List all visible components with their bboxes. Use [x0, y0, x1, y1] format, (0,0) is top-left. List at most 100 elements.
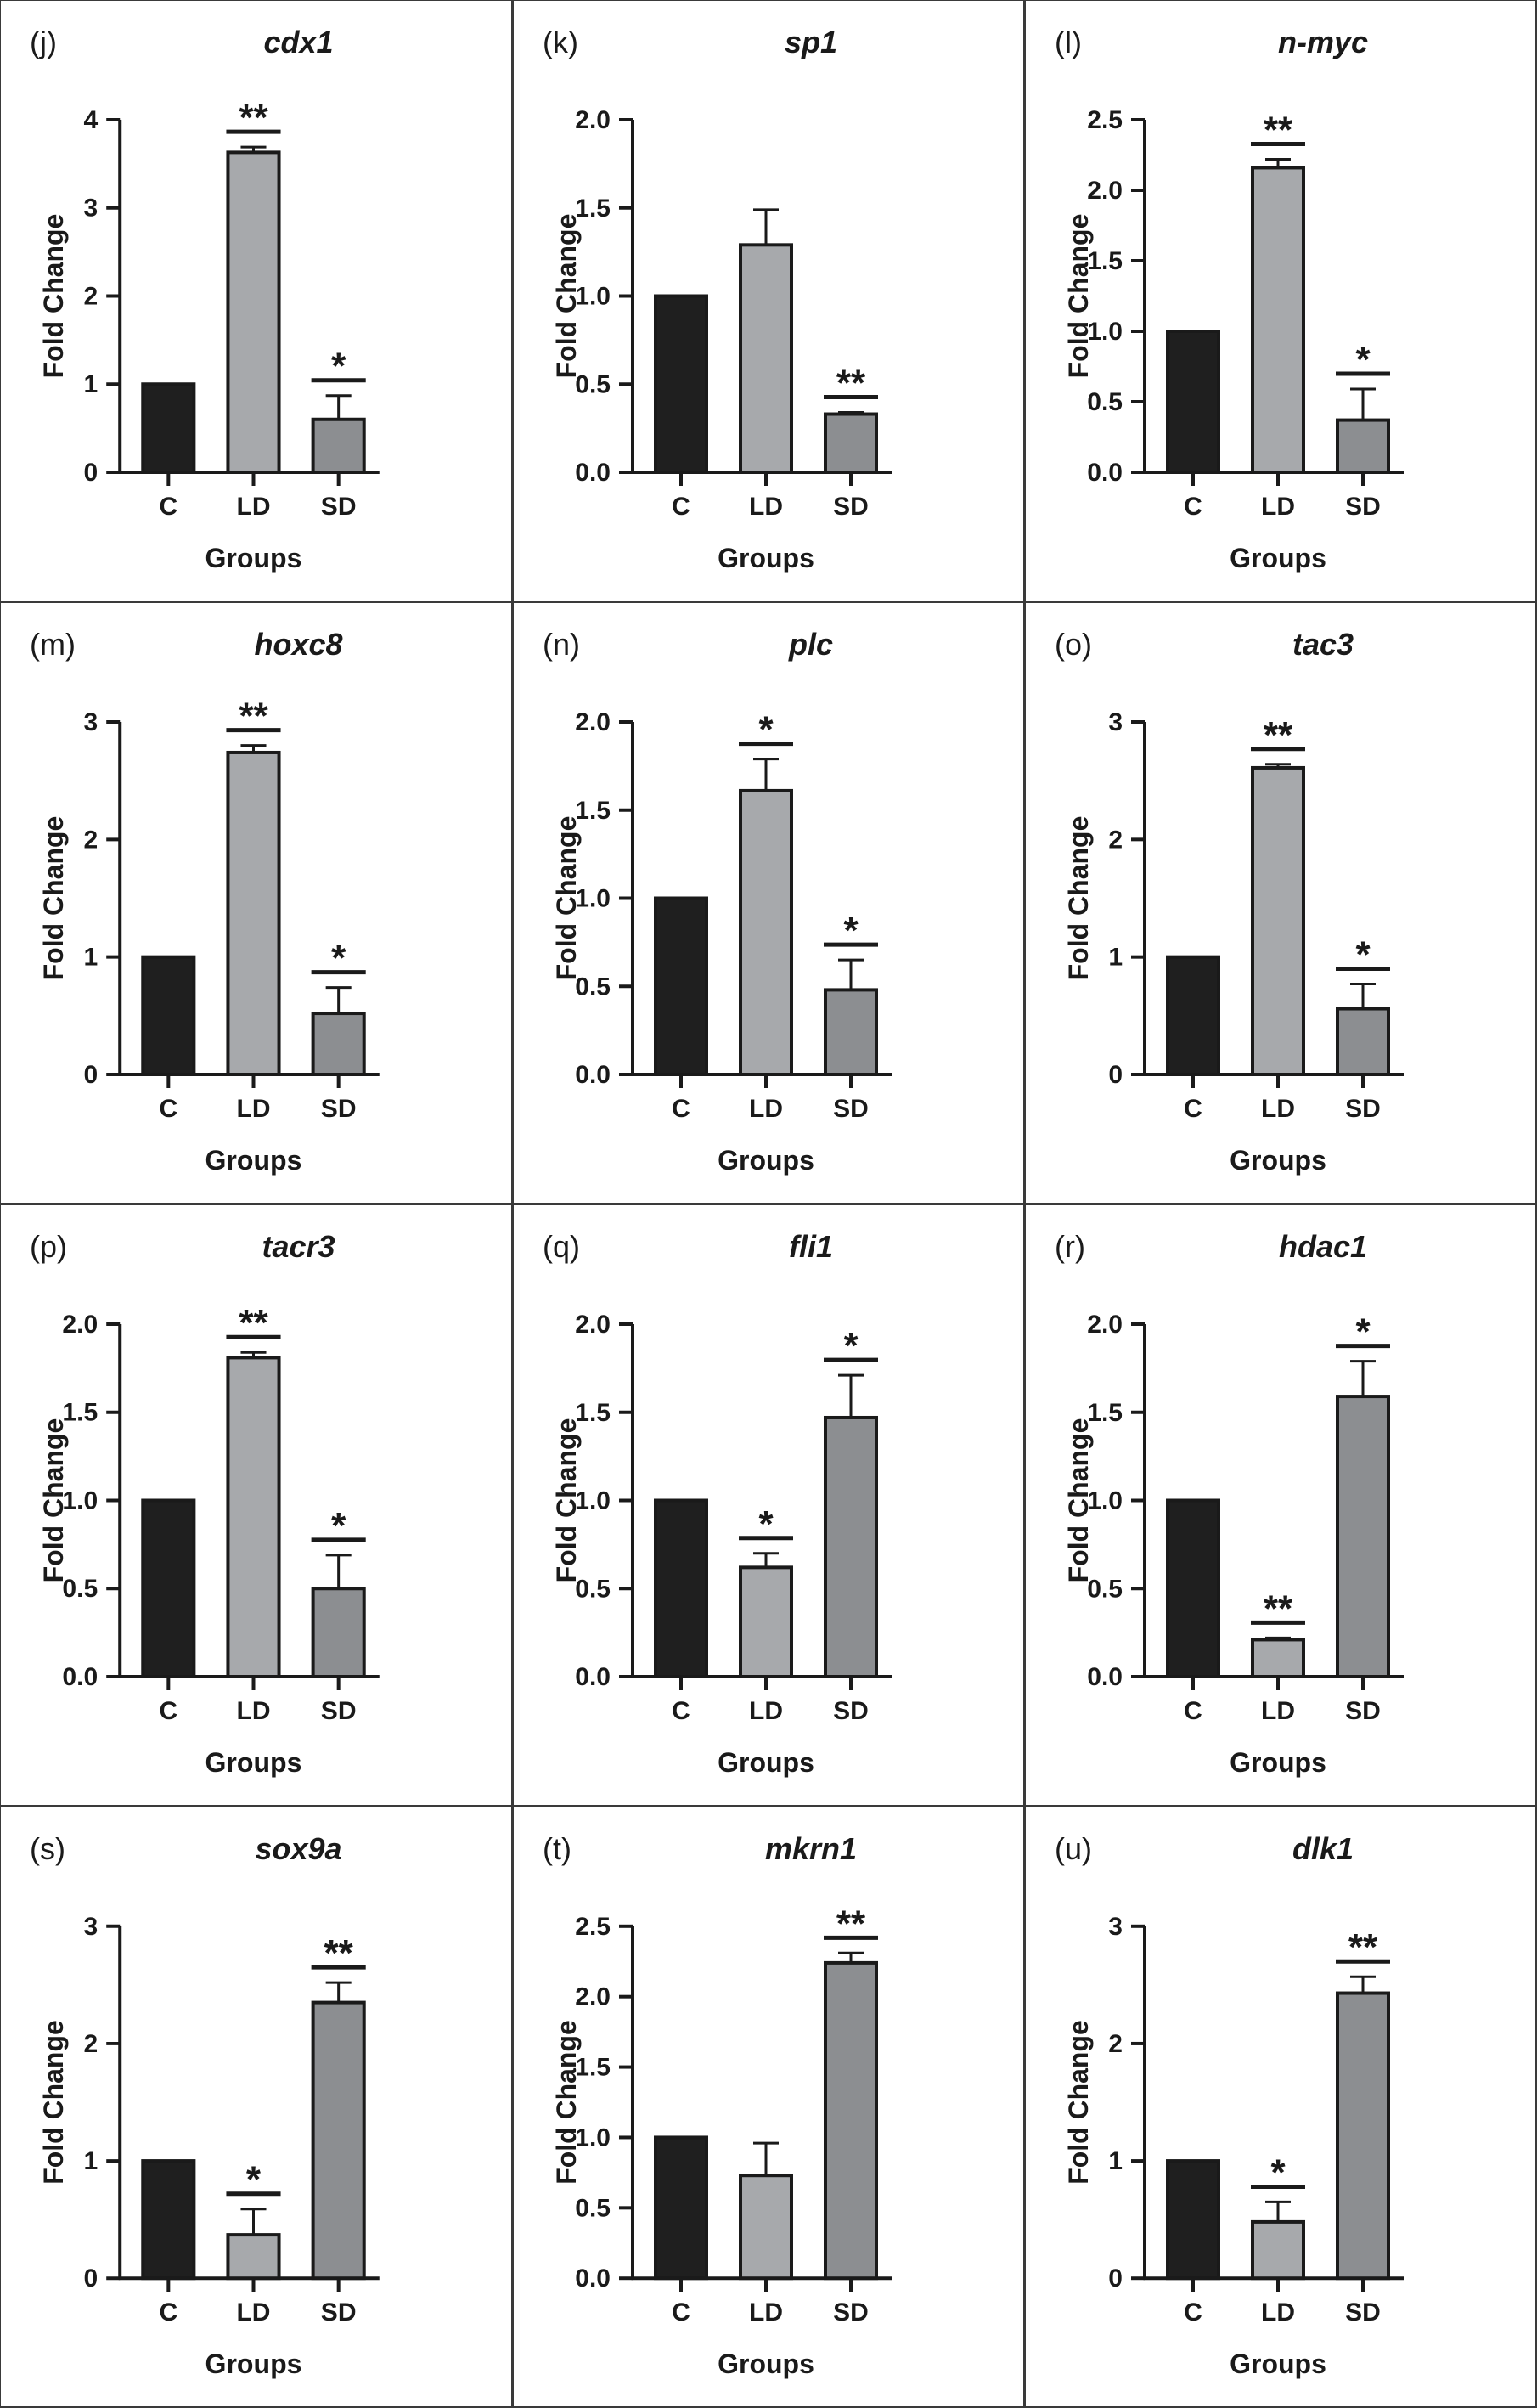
x-tick-label: C [672, 1697, 690, 1725]
panel-label: (j) [30, 25, 57, 59]
x-tick-label: C [159, 493, 177, 521]
x-axis-label: Groups [1230, 1145, 1326, 1176]
bar [226, 750, 281, 1076]
chart-svg: 0 1 2 3 4 Fold Change C ** LD * SD Groups [38, 97, 380, 573]
chart-panel: (n) plc 0.0 0.5 1.0 1.5 2.0 Fold Change C * LD * SD G… [512, 601, 1025, 1204]
chart-panel: (l) n-myc 0.0 0.5 1.0 1.5 2.0 2.5 Fold Change C **… [1024, 0, 1537, 602]
y-tick-label: 0 [83, 2264, 98, 2292]
y-tick-label: 2.0 [575, 1983, 611, 2011]
significance-marker: ** [324, 1932, 354, 1974]
y-axis-label: Fold Change [38, 2020, 69, 2184]
chart-svg: 0.0 0.5 1.0 1.5 2.0 Fold Change C ** LD * SD Groups [1063, 1311, 1404, 1778]
y-tick-label: 1.0 [575, 885, 611, 913]
panel-label: (n) [543, 627, 580, 662]
x-tick-label: SD [321, 1697, 357, 1725]
y-tick-label: 0 [1108, 1061, 1123, 1089]
bar [824, 412, 878, 474]
bar [1166, 330, 1220, 474]
panel-label: (l) [1055, 25, 1082, 59]
bar [311, 1587, 366, 1678]
chart-svg: 0.0 0.5 1.0 1.5 2.0 Fold Change C LD ** SD Groups [551, 106, 892, 573]
chart-panel: (o) tac3 0 1 2 3 Fold Change C ** LD * SD Groups [1024, 601, 1537, 1204]
panel-label: (p) [30, 1229, 67, 1264]
y-tick-label: 0 [83, 1061, 98, 1089]
y-tick-label: 0.0 [575, 1663, 611, 1691]
bar [311, 1012, 366, 1077]
bar [311, 2000, 366, 2281]
bar [1166, 955, 1220, 1076]
panel-label: (m) [30, 627, 76, 662]
x-tick-label: LD [1261, 1095, 1295, 1123]
y-tick-label: 1 [83, 2147, 98, 2175]
y-tick-label: 2.0 [1087, 1311, 1123, 1339]
x-axis-label: Groups [1230, 543, 1326, 573]
y-tick-label: 1.0 [575, 283, 611, 311]
bar [311, 417, 366, 474]
chart-panel: (k) sp1 0.0 0.5 1.0 1.5 2.0 Fold Change C LD ** SD G… [512, 0, 1025, 602]
x-tick-label: SD [1345, 493, 1381, 521]
panel-label: (u) [1055, 1831, 1092, 1866]
bar [739, 243, 793, 474]
significance-marker: * [331, 346, 346, 387]
y-tick-label: 2.0 [575, 106, 611, 134]
y-tick-label: 2 [1108, 2030, 1123, 2058]
bar [1251, 1638, 1305, 1678]
y-tick-label: 1.5 [575, 2054, 611, 2082]
x-tick-label: C [672, 2298, 690, 2326]
x-tick-label: LD [236, 493, 270, 521]
bar [1251, 166, 1305, 474]
y-tick-label: 0.5 [575, 973, 611, 1001]
x-tick-label: SD [833, 493, 869, 521]
y-tick-label: 1.0 [1087, 1487, 1123, 1515]
y-tick-label: 1.5 [575, 1399, 611, 1427]
chart-title: tacr3 [262, 1229, 335, 1264]
y-tick-label: 2.0 [575, 1311, 611, 1339]
x-tick-label: LD [236, 2298, 270, 2326]
y-axis-label: Fold Change [38, 816, 69, 981]
significance-marker: * [1355, 1311, 1371, 1353]
panel-label: (k) [543, 25, 578, 59]
bar [739, 2174, 793, 2281]
y-tick-label: 0.5 [1087, 1575, 1123, 1603]
significance-marker: * [843, 1325, 859, 1367]
chart-title: dlk1 [1292, 1831, 1354, 1866]
x-tick-label: SD [833, 1095, 869, 1123]
y-tick-label: 0.0 [575, 2264, 611, 2292]
x-tick-label: C [1184, 1697, 1202, 1725]
chart-title: mkrn1 [764, 1831, 858, 1866]
y-tick-label: 0.0 [62, 1663, 98, 1691]
y-tick-label: 0.5 [575, 2194, 611, 2222]
x-tick-label: LD [1261, 1697, 1295, 1725]
x-tick-label: C [159, 1095, 177, 1123]
panel-label: (s) [30, 1831, 65, 1866]
y-axis-label: Fold Change [38, 1418, 69, 1583]
chart-svg: 0.0 0.5 1.0 1.5 2.0 Fold Change C * LD * SD Groups [551, 1311, 892, 1778]
y-axis-label: Fold Change [38, 214, 69, 379]
bar [1251, 2219, 1305, 2281]
chart-title: tac3 [1292, 627, 1354, 662]
y-tick-label: 1 [83, 944, 98, 972]
y-tick-label: 2 [83, 826, 98, 854]
x-tick-label: SD [833, 2298, 869, 2326]
x-axis-label: Groups [718, 1145, 814, 1176]
significance-marker: ** [836, 1903, 866, 1944]
y-axis-label: Fold Change [551, 816, 582, 981]
y-tick-label: 3 [1108, 708, 1123, 736]
y-tick-label: 0.5 [575, 370, 611, 398]
chart-panel: (q) fli1 0.0 0.5 1.0 1.5 2.0 Fold Change C * LD * SD… [512, 1204, 1025, 1807]
chart-svg: 0 1 2 3 Fold Change C ** LD * SD Groups [38, 696, 380, 1176]
chart-title: hoxc8 [254, 627, 343, 662]
bar [654, 896, 708, 1076]
x-tick-label: LD [1261, 493, 1295, 521]
x-axis-label: Groups [718, 1747, 814, 1778]
y-tick-label: 3 [83, 708, 98, 736]
x-tick-label: LD [236, 1095, 270, 1123]
significance-marker: ** [1264, 1587, 1293, 1629]
chart-svg: 0 1 2 3 Fold Change C * LD ** SD Groups [38, 1913, 380, 2379]
chart-panel: (s) sox9a 0 1 2 3 Fold Change C * LD ** SD Groups [0, 1806, 513, 2408]
x-tick-label: C [672, 1095, 690, 1123]
x-tick-label: C [672, 493, 690, 521]
bar [141, 2159, 196, 2281]
bar [1166, 1498, 1220, 1678]
chart-svg: 0.0 0.5 1.0 1.5 2.0 2.5 Fold Change C LD ** SD Grou… [551, 1903, 892, 2379]
